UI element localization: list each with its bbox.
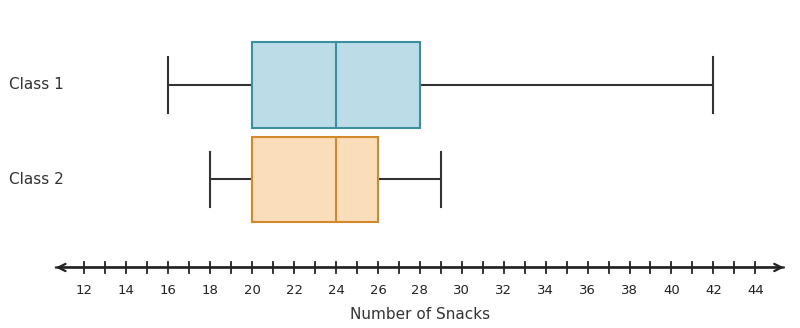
- Text: 36: 36: [579, 284, 596, 297]
- Text: 22: 22: [286, 284, 302, 297]
- Text: 26: 26: [370, 284, 386, 297]
- Text: 34: 34: [538, 284, 554, 297]
- Text: 18: 18: [202, 284, 218, 297]
- Text: 28: 28: [411, 284, 428, 297]
- Text: 24: 24: [327, 284, 345, 297]
- Text: 20: 20: [244, 284, 261, 297]
- Text: 16: 16: [160, 284, 177, 297]
- Text: 14: 14: [118, 284, 135, 297]
- Text: 42: 42: [705, 284, 722, 297]
- Bar: [252, 42, 420, 128]
- Text: Number of Snacks: Number of Snacks: [350, 307, 490, 322]
- Text: 12: 12: [76, 284, 93, 297]
- Text: Class 2: Class 2: [9, 172, 63, 187]
- Text: 38: 38: [621, 284, 638, 297]
- Text: 40: 40: [663, 284, 680, 297]
- Text: Class 1: Class 1: [9, 77, 63, 92]
- Bar: [252, 137, 378, 222]
- Text: 32: 32: [495, 284, 512, 297]
- Text: 44: 44: [747, 284, 764, 297]
- Text: 30: 30: [454, 284, 470, 297]
